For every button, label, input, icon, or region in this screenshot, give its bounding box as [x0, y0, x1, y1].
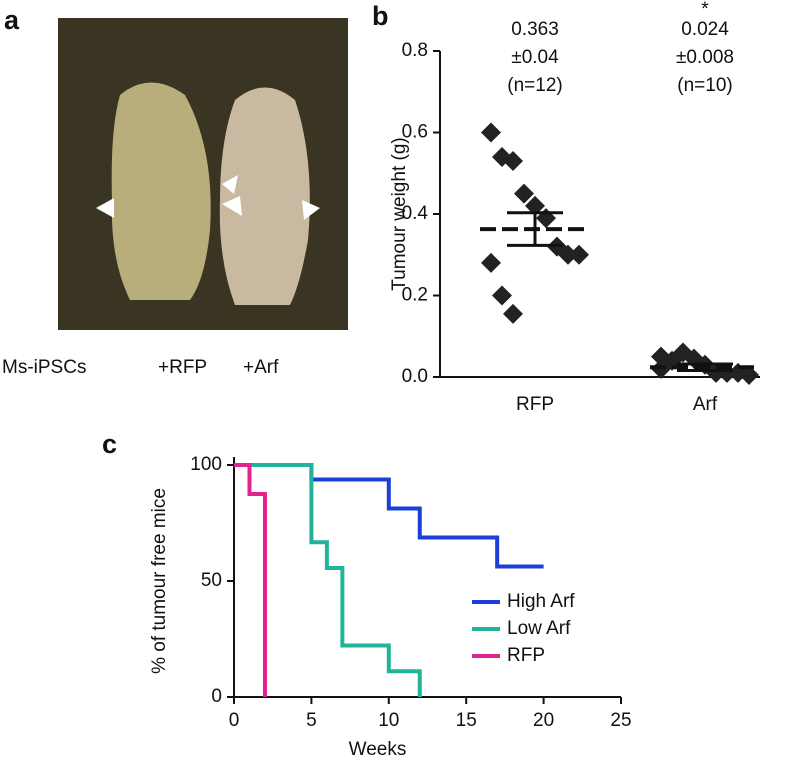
- legend-label: RFP: [507, 645, 545, 666]
- x-tick-label: 15: [456, 710, 477, 731]
- photo: a Ms-iPSCs +RFP +Arf: [2, 5, 348, 378]
- x-tick-label: 10: [378, 710, 399, 731]
- y-tick-label: 0.8: [402, 40, 428, 61]
- annotation: (n=12): [507, 75, 562, 96]
- survival-line: [234, 463, 267, 697]
- caption: +Arf: [243, 357, 279, 378]
- arrowhead: [96, 198, 114, 218]
- dot: [481, 252, 501, 273]
- dot: [739, 364, 759, 385]
- y-tick-label: 0.0: [402, 366, 428, 387]
- x-tick-label: Arf: [693, 394, 718, 415]
- x-axis-label: Weeks: [349, 739, 407, 760]
- arrowhead: [222, 175, 238, 194]
- dot: [503, 151, 523, 172]
- x-tick-label: 0: [229, 710, 240, 731]
- panel-label: b: [372, 1, 389, 31]
- dot: [569, 244, 589, 265]
- y-tick-label: 0.2: [402, 285, 428, 306]
- dot: [503, 303, 523, 324]
- annotation: 0.363: [511, 19, 559, 40]
- mouse: [111, 82, 211, 300]
- dot: [492, 285, 512, 306]
- mouse: [219, 87, 310, 305]
- arrowhead: [302, 200, 320, 220]
- annotation: (n=10): [677, 75, 732, 96]
- dot: [481, 122, 501, 143]
- dot: [525, 195, 545, 216]
- annotation: 0.024: [681, 19, 729, 40]
- caption: Ms-iPSCs: [2, 357, 86, 378]
- error-bar: [677, 362, 733, 372]
- y-tick-label: 0: [211, 686, 222, 707]
- dot: [514, 183, 534, 204]
- x-tick-label: 25: [610, 710, 631, 731]
- arrowhead: [222, 196, 242, 216]
- x-tick-label: RFP: [516, 394, 554, 415]
- x-tick-label: 20: [533, 710, 554, 731]
- y-tick-label: 0.4: [402, 203, 429, 224]
- annotation: ±0.008: [676, 47, 734, 68]
- survival-line: [234, 463, 544, 569]
- y-tick-label: 50: [201, 570, 222, 591]
- y-tick-label: 100: [190, 454, 222, 475]
- panel-label: c: [102, 429, 117, 459]
- significance: *: [701, 0, 709, 20]
- dot: [558, 244, 578, 265]
- annotation: ±0.04: [511, 47, 559, 68]
- caption: +RFP: [158, 357, 207, 378]
- legend-label: High Arf: [507, 591, 575, 612]
- legend-label: Low Arf: [507, 618, 571, 639]
- y-tick-label: 0.6: [402, 122, 428, 143]
- survival-line: [234, 463, 422, 697]
- y-axis-label: % of tumour free mice: [149, 488, 170, 674]
- panel-label: a: [4, 5, 20, 35]
- x-tick-label: 5: [306, 710, 317, 731]
- error-bar: [507, 211, 563, 247]
- y-axis-label: Tumour weight (g): [389, 137, 410, 290]
